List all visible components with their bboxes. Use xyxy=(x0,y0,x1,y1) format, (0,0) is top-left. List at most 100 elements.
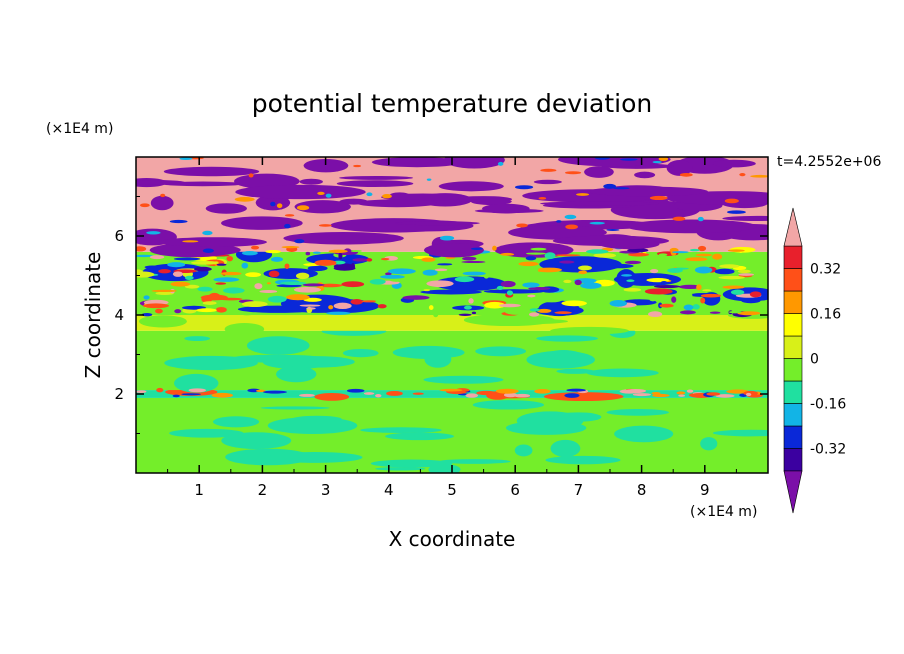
contour-patch xyxy=(465,393,479,398)
contour-patch xyxy=(625,388,647,394)
contour-patch xyxy=(613,187,630,190)
contour-patch xyxy=(360,427,442,434)
contour-patch xyxy=(139,203,150,208)
contour-patch xyxy=(350,262,356,270)
x-axis-label: X coordinate xyxy=(389,527,516,551)
contour-patch xyxy=(696,284,702,291)
contour-patch xyxy=(718,275,745,280)
contour-patch xyxy=(503,392,518,398)
contour-patch xyxy=(328,249,348,253)
contour-patch xyxy=(202,248,214,253)
contour-patch xyxy=(369,279,386,285)
contour-patch xyxy=(472,400,545,410)
contour-patch xyxy=(738,273,754,276)
contour-patch xyxy=(170,281,191,287)
x-tick-label: 2 xyxy=(258,481,268,499)
contour-patch xyxy=(578,265,592,271)
contour-patch xyxy=(722,285,745,289)
contour-patch xyxy=(167,262,186,268)
contour-patch xyxy=(506,273,519,277)
contour-patch xyxy=(260,406,330,410)
contour-patch xyxy=(438,459,511,464)
contour-patch xyxy=(621,274,632,277)
colorbar-under-arrow xyxy=(783,470,803,514)
contour-patch xyxy=(394,221,480,226)
plot-area xyxy=(136,157,768,473)
contour-patch xyxy=(726,210,746,214)
x-tick-label: 8 xyxy=(637,481,647,499)
contour-patch xyxy=(299,178,323,185)
contour-patch xyxy=(683,304,694,311)
contour-patch xyxy=(284,263,290,269)
contour-patch xyxy=(268,270,280,278)
contour-patch xyxy=(586,368,659,378)
contour-patch xyxy=(706,392,721,396)
contour-patch xyxy=(685,257,708,262)
contour-patch xyxy=(482,203,530,214)
contour-patch xyxy=(497,161,504,166)
contour-patch xyxy=(196,308,217,313)
colorbar-segment xyxy=(783,448,803,472)
contour-patch xyxy=(641,258,664,264)
contour-patch xyxy=(146,231,161,235)
contour-patch xyxy=(626,219,757,234)
contour-patch xyxy=(221,216,303,230)
contour-patch xyxy=(226,255,234,262)
y-axis: 2 4 6 xyxy=(114,196,768,434)
contour-patch xyxy=(188,388,206,393)
contour-patch xyxy=(648,311,663,318)
contour-patch xyxy=(143,295,150,300)
colorbar-segment xyxy=(783,335,803,359)
contour-patch xyxy=(434,276,507,291)
contour-patch xyxy=(325,193,332,198)
contour-patch xyxy=(286,294,310,301)
contour-patch xyxy=(215,306,227,313)
contour-patch xyxy=(142,303,170,309)
contour-patch xyxy=(697,216,704,222)
contour-patch xyxy=(267,417,358,435)
contour-patch xyxy=(266,282,271,285)
contour-patch xyxy=(328,305,334,310)
contour-patch xyxy=(439,388,463,392)
contour-patch xyxy=(500,252,515,256)
contour-patch xyxy=(500,280,516,288)
contour-patch xyxy=(270,201,276,207)
contour-patch xyxy=(461,260,486,264)
colorbar-label: 0.32 xyxy=(810,262,841,278)
contour-patch xyxy=(174,373,219,393)
contour-patch xyxy=(149,255,165,260)
contour-patch xyxy=(659,303,674,308)
contour-patch xyxy=(649,298,657,302)
contour-patch xyxy=(299,304,321,307)
contour-patch xyxy=(543,392,624,402)
contour-patch xyxy=(536,335,598,342)
contour-patch xyxy=(223,287,245,294)
contour-patch xyxy=(564,171,582,175)
contour-patch xyxy=(544,252,556,260)
contour-patch xyxy=(712,253,723,260)
contour-patch xyxy=(470,247,484,250)
contour-patch xyxy=(481,318,569,325)
contour-patch xyxy=(208,292,221,300)
contour-patch xyxy=(169,428,244,438)
contour-patch xyxy=(255,389,266,393)
contour-patch xyxy=(603,183,617,189)
contour-patch xyxy=(586,249,609,254)
colorbar-over-arrow xyxy=(783,207,803,247)
contour-patch xyxy=(141,312,153,317)
colorbar-segment xyxy=(783,268,803,292)
contour-patch xyxy=(338,252,343,260)
contour-patch xyxy=(296,205,310,211)
contour-patch xyxy=(302,283,325,287)
contour-patch xyxy=(303,297,322,302)
contour-patch xyxy=(749,291,762,298)
contour-patch xyxy=(719,264,740,269)
contour-patch xyxy=(136,390,147,394)
contour-patch xyxy=(434,268,448,272)
contour-patch xyxy=(750,174,768,178)
colorbar-segment xyxy=(783,290,803,314)
contour-patch xyxy=(475,346,527,357)
contour-patch xyxy=(293,286,322,293)
contour-patch xyxy=(649,269,659,274)
contour-patch xyxy=(172,394,180,398)
